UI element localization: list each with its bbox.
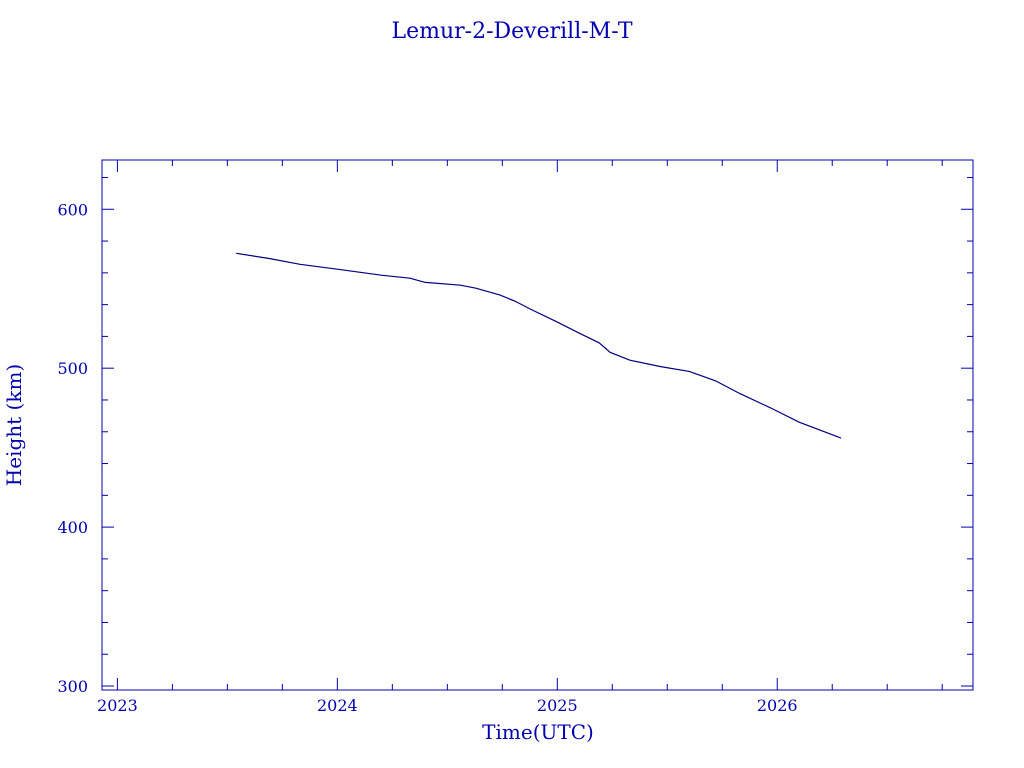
plot-frame <box>101 159 974 691</box>
x-axis-label: Time(UTC) <box>482 720 594 744</box>
x-tick-label: 2024 <box>317 696 358 715</box>
y-tick-label: 300 <box>57 677 88 696</box>
y-tick-label: 400 <box>57 518 88 537</box>
y-tick-label: 600 <box>57 200 88 219</box>
chart-title: Lemur-2-Deverill-M-T <box>391 19 632 44</box>
y-tick-label: 500 <box>57 359 88 378</box>
x-tick-label: 2026 <box>757 696 798 715</box>
x-tick-label: 2025 <box>537 696 578 715</box>
x-tick-label: 2023 <box>97 696 138 715</box>
y-axis-label: Height (km) <box>2 364 26 486</box>
series-line-height <box>236 252 842 439</box>
